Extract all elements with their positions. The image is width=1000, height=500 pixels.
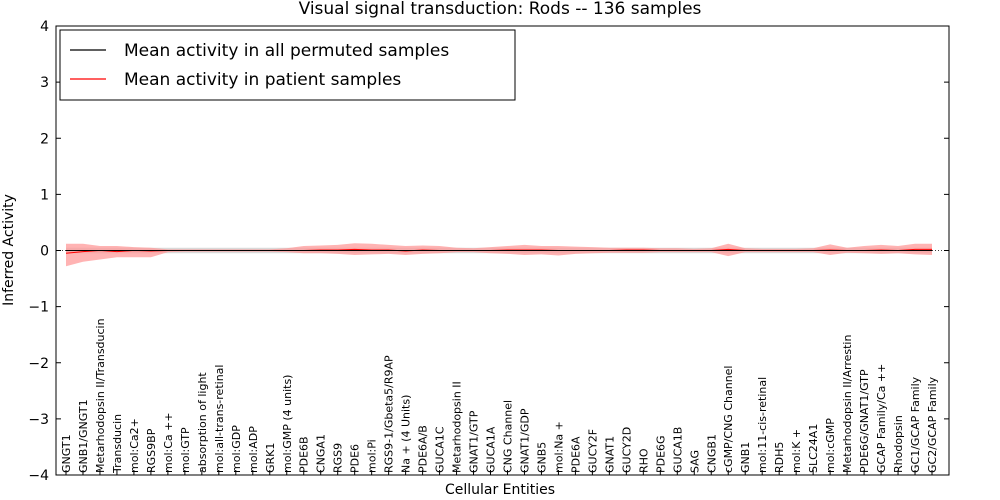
legend: Mean activity in all permuted samples Me… <box>59 29 516 101</box>
x-tick-label: PDE6G <box>654 435 667 473</box>
x-tick-label: mol:Ca ++ <box>162 412 175 473</box>
x-tick-label: mol:Na + <box>552 421 565 473</box>
x-tick-label: mol:cGMP <box>824 418 837 473</box>
x-tick-label: RDH5 <box>773 442 786 473</box>
y-axis-label: Inferred Activity <box>1 194 17 306</box>
x-tick-label: GUCA1B <box>671 427 684 473</box>
x-tick-label: PDE6A <box>569 436 582 473</box>
x-tick-label: CNG Channel <box>501 400 514 473</box>
x-tick-label: GUCY2F <box>586 429 599 473</box>
legend-label-permuted: Mean activity in all permuted samples <box>124 41 449 61</box>
x-tick-label: Metarhodopsin II <box>451 381 464 473</box>
x-tick-label: GC1/GCAP Family <box>909 376 922 473</box>
y-tick-label: 0 <box>40 244 49 260</box>
x-tick-label: absorption of light <box>196 372 209 473</box>
y-tick-label: 3 <box>40 75 49 91</box>
x-tick-label: mol:GTP <box>179 427 192 473</box>
y-tick-label: −3 <box>28 412 49 428</box>
x-tick-label: mol:GDP <box>230 425 243 473</box>
y-tick-label: −4 <box>28 468 49 484</box>
x-tick-label: GNB1/GNGT1 <box>77 399 90 473</box>
x-tick-label: GRK1 <box>264 443 277 473</box>
y-axis-ticks: −4 −3 −2 −1 0 1 2 3 4 <box>28 19 949 484</box>
x-tick-label: GNB1 <box>739 442 752 473</box>
x-tick-label: mol:K + <box>790 429 803 473</box>
x-tick-label: mol:GMP (4 units) <box>281 375 294 473</box>
x-tick-label: Na + (4 Units) <box>400 395 413 473</box>
x-tick-label: PDE6A/B <box>417 425 430 473</box>
legend-box <box>59 29 516 101</box>
x-tick-label: GCAP Family/Ca ++ <box>875 364 888 473</box>
x-tick-label: mol:all-trans-retinal <box>213 365 226 473</box>
series-lines <box>65 248 932 254</box>
y-tick-label: −2 <box>28 356 49 372</box>
x-tick-label: PDE6 <box>349 444 362 473</box>
x-tick-label: SAG <box>688 450 701 473</box>
x-tick-label: Metarhodopsin II/Transducin <box>94 318 107 473</box>
x-tick-label: mol:Ca2+ <box>128 418 141 473</box>
x-tick-label: GC2/GCAP Family <box>926 376 939 473</box>
x-axis-ticks: GNGT1 GNB1/GNGT1 Metarhodopsin II/Transduc… <box>60 318 939 475</box>
x-tick-label: RGS9BP <box>145 428 158 473</box>
x-tick-label: cGMP/CNG Channel <box>722 366 735 474</box>
x-tick-label: mol:ADP <box>247 426 260 473</box>
x-tick-label: RGS9 <box>332 443 345 473</box>
y-tick-label: 4 <box>40 19 49 35</box>
y-tick-label: 1 <box>40 187 49 203</box>
x-tick-label: GNB5 <box>535 442 548 473</box>
legend-label-patient: Mean activity in patient samples <box>124 70 401 90</box>
x-tick-label: RGS9-1/Gbeta5/R9AP <box>383 355 396 473</box>
x-tick-label: Metarhodopsin II/Arrestin <box>841 335 854 473</box>
x-tick-label: Rhodopsin <box>892 415 905 473</box>
x-axis-label: Cellular Entities <box>445 482 555 498</box>
y-tick-label: −1 <box>28 300 49 316</box>
x-tick-label: GNAT1 <box>603 436 616 473</box>
confidence-bands <box>66 243 932 267</box>
x-tick-label: CNGB1 <box>705 434 718 473</box>
x-tick-label: GUCA1C <box>434 426 447 473</box>
x-tick-label: mol:Pi <box>366 439 379 473</box>
chart-title: Visual signal transduction: Rods -- 136 … <box>299 0 702 19</box>
x-tick-label: PDE6B <box>298 436 311 473</box>
x-tick-label: Transducin <box>111 414 124 474</box>
x-tick-label: GNAT1/GDP <box>518 408 531 473</box>
x-tick-label: GNAT1/GTP <box>468 410 481 473</box>
x-tick-label: mol:11-cis-retinal <box>756 377 769 473</box>
y-tick-label: 2 <box>40 131 49 147</box>
x-tick-label: CNGA1 <box>315 434 328 473</box>
x-tick-label: SLC24A1 <box>807 424 820 473</box>
x-tick-label: GUCY2D <box>620 427 633 473</box>
x-tick-label: PDE6G/GNAT1/GTP <box>858 369 871 473</box>
x-tick-label: GUCA1A <box>485 426 498 473</box>
x-tick-label: RHO <box>637 448 650 473</box>
patient-band <box>66 243 932 267</box>
plot-area <box>56 243 949 267</box>
x-tick-label: GNGT1 <box>60 434 73 473</box>
